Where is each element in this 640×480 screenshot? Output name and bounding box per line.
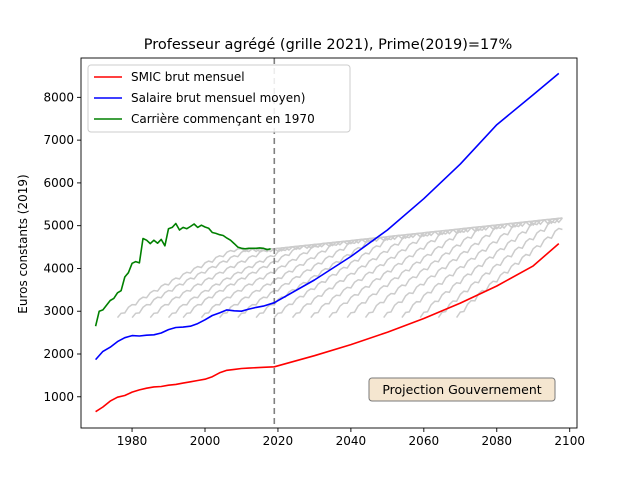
y-tick-label: 7000 [43,133,74,147]
annotation-box-background [368,377,556,402]
legend-label-salaire-moyen: Salaire brut mensuel moyen) [131,91,305,105]
y-tick-label: 5000 [43,219,74,233]
legend-box [87,64,351,133]
annotation-text: Projection Gouvernement [382,382,541,397]
y-axis-label: Euros constants (2019) [16,174,30,313]
y-tick-label: 6000 [43,176,74,190]
x-tick-label: 2080 [481,434,512,448]
background-career-lines [116,217,563,319]
y-tick-label: 3000 [43,304,74,318]
y-tick-label: 2000 [43,347,74,361]
background-career-line [437,217,563,319]
x-tick-label: 2020 [263,434,294,448]
x-axis-ticks: 1980 2000 2020 2040 2060 2080 2100 [117,428,585,448]
y-axis-ticks: 1000 2000 3000 4000 5000 6000 7000 8000 [43,90,81,404]
legend-label-smic: SMIC brut mensuel [131,70,245,84]
background-career-line [419,217,563,319]
plot-area [94,58,563,428]
x-tick-label: 1980 [117,434,148,448]
x-tick-label: 2060 [409,434,440,448]
background-career-line [116,248,275,319]
series-carriere-1970-line [94,222,271,327]
y-tick-label: 8000 [43,90,74,104]
chart-title: Professeur agrégé (grille 2021), Prime(2… [144,37,513,53]
series-smic-line [95,242,560,413]
background-plateau-line [274,217,563,250]
projection-annotation: Projection Gouvernement [368,377,556,402]
x-tick-label: 2100 [554,434,585,448]
y-tick-label: 4000 [43,261,74,275]
y-tick-label: 1000 [43,390,74,404]
x-tick-label: 2000 [190,434,221,448]
series-salaire-moyen-line [95,72,560,361]
axes-frame [80,57,578,429]
x-tick-label: 2040 [336,434,367,448]
series-layer [94,72,560,413]
background-career-line [455,227,563,319]
background-career-line [131,246,289,319]
legend: SMIC brut mensuel Salaire brut mensuel m… [87,64,351,133]
legend-label-carriere-1970: Carrière commençant en 1970 [131,112,315,126]
